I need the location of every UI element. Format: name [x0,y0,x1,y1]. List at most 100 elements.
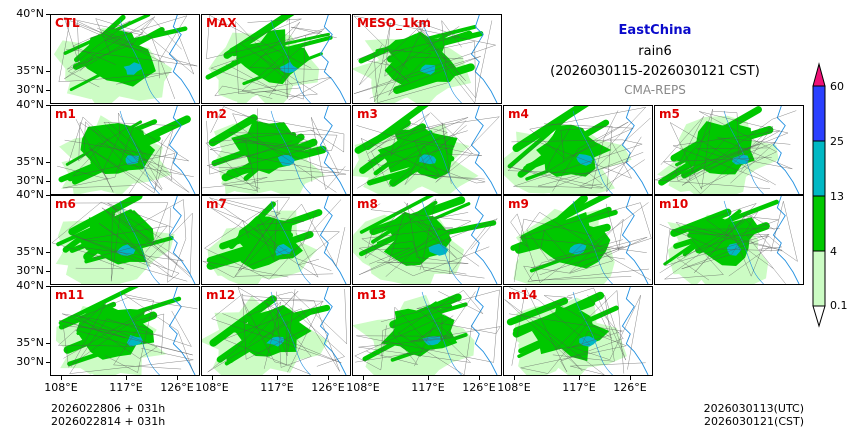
lon-label: 126°E [160,381,194,394]
province-border [276,289,347,367]
colorbar-seg-01-4 [812,250,826,307]
colorbar-label-60: 60 [830,80,844,93]
map-panel-m5: m5 [654,105,804,195]
province-border [560,126,642,193]
province-border [366,112,500,183]
coastline [470,287,498,375]
lon-tick [479,376,480,380]
province-border [358,315,472,363]
province-border [356,289,500,363]
river [270,291,311,375]
province-border [356,122,482,184]
province-border [63,307,162,368]
rain-band [512,106,589,153]
province-border [410,162,486,184]
province-border [725,224,783,277]
rain-heavy-core [277,154,295,166]
panel-label: MAX [206,16,237,30]
valid-time-cst: 2026030121(CST) [704,415,804,428]
province-border [360,120,467,185]
province-border [63,17,175,100]
province-border [202,203,346,278]
rain-moderate-area [78,210,155,265]
coastline [168,196,196,284]
rain-heavy-core [116,244,136,256]
coastline [772,196,800,284]
colorbar-label-25: 25 [830,135,844,148]
province-border [669,109,776,190]
panel-label: m6 [55,197,76,211]
province-border [665,228,786,284]
coastline [772,106,800,194]
lat-label: 30°N [16,355,44,368]
river [270,110,311,194]
lon-tick [177,376,178,380]
province-border [354,291,476,371]
lon-tick [277,376,278,380]
lat-tick [46,271,50,272]
lat-tick [46,181,50,182]
river [421,19,462,103]
map-panel-m7: m7 [201,195,351,285]
map-panel-m8: m8 [352,195,502,285]
river [572,200,613,284]
province-border [239,18,318,97]
province-border [353,15,497,99]
province-border [205,129,315,192]
province-border [206,15,337,69]
province-border [530,203,648,273]
lat-label: 35°N [16,336,44,349]
rain-heavy-core [275,243,292,256]
rain-moderate-area [236,216,303,270]
province-border [75,112,163,193]
period-title: (2026030115-2026030121 CST) [550,64,760,79]
map-panel-m10: m10 [654,195,804,285]
province-border [63,125,189,189]
panel-label: m13 [357,288,387,302]
rain-heavy-core [266,336,285,347]
province-border [266,289,312,368]
lon-tick [212,376,213,380]
province-border [552,287,626,362]
rain-moderate-area [384,31,460,87]
lat-label: 40°N [16,279,44,292]
rain-heavy-core [126,335,143,347]
rain-band [68,196,143,236]
colorbar [812,62,826,328]
province-border [229,132,350,171]
province-border [373,22,464,102]
river [421,291,462,375]
province-border [223,295,340,375]
river [270,200,311,284]
colorbar-min-arrow [812,305,826,328]
province-border [69,310,194,374]
province-border [211,293,342,364]
lon-label: 117°E [260,381,294,394]
rain-band [209,295,277,347]
province-border [75,297,198,359]
lat-tick [46,286,50,287]
province-border [72,136,176,181]
province-border [364,49,410,82]
province-border [66,202,169,253]
lat-label: 40°N [16,98,44,111]
province-border [367,130,468,171]
lon-label: 126°E [613,381,647,394]
lat-tick [46,195,50,196]
lat-label: 40°N [16,188,44,201]
panel-label: m5 [659,107,680,121]
map-panel-m9: m9 [503,195,653,285]
lat-label: 35°N [16,245,44,258]
province-border [57,302,135,367]
lon-tick [428,376,429,380]
province-border [208,117,346,190]
province-border [510,202,649,283]
coastline [470,106,498,194]
lon-label: 108°E [497,381,531,394]
rain-band [58,287,139,326]
panel-label: m14 [508,288,538,302]
panel-label: m3 [357,107,378,121]
province-border [140,18,194,75]
province-border [511,287,624,372]
province-border [356,19,462,103]
